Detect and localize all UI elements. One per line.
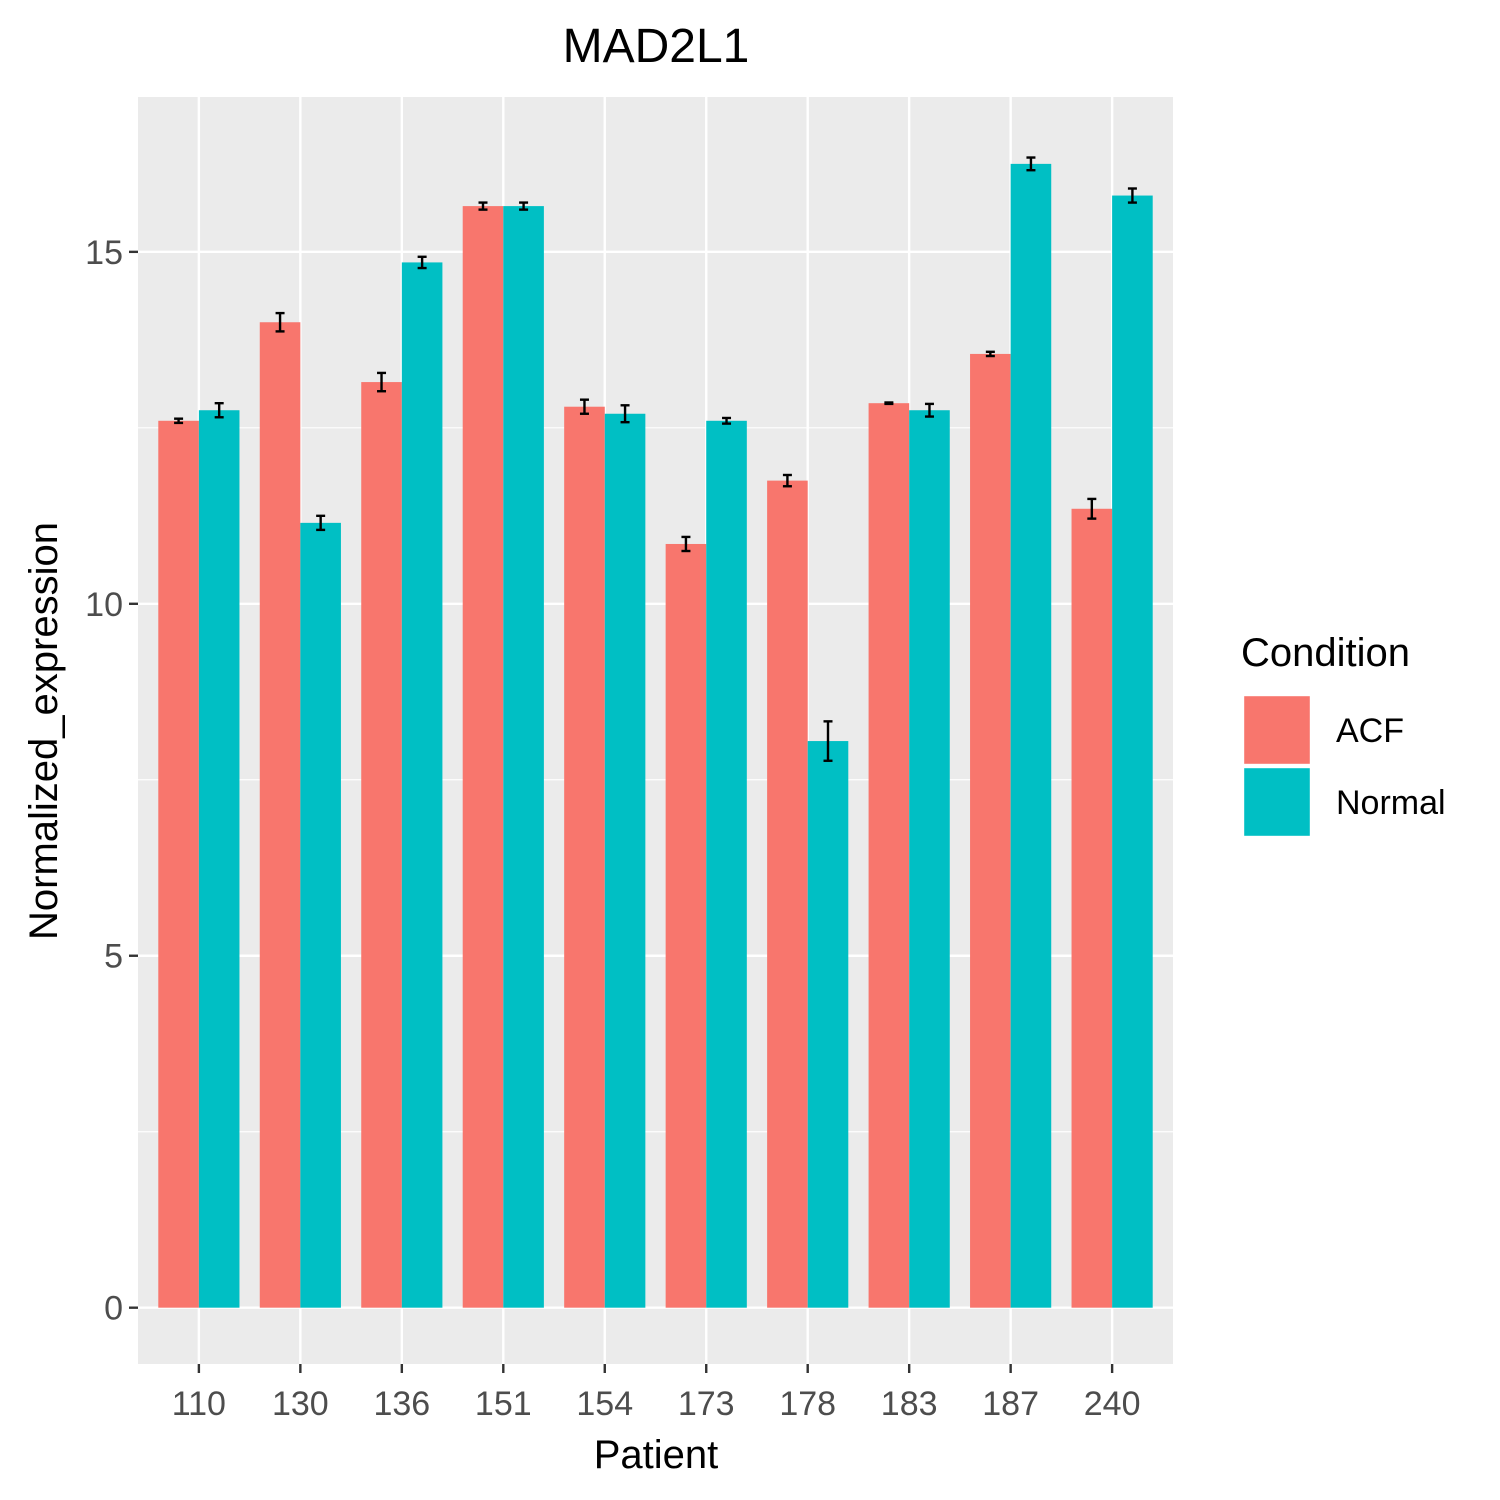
bar-normal-136 bbox=[401, 262, 443, 1308]
x-axis-title: Patient bbox=[594, 1433, 719, 1477]
bar-normal-240 bbox=[1112, 195, 1153, 1308]
y-axis-title: Normalized_expression bbox=[22, 522, 66, 940]
y-tick-label: 10 bbox=[85, 586, 123, 624]
x-tick-label: 240 bbox=[1084, 1385, 1141, 1423]
x-tick-label: 151 bbox=[475, 1385, 532, 1423]
y-tick-label: 0 bbox=[104, 1290, 123, 1328]
x-tick-label: 183 bbox=[881, 1385, 938, 1423]
x-tick-label: 154 bbox=[576, 1385, 633, 1423]
bar-acf-173 bbox=[665, 543, 707, 1308]
bar-acf-136 bbox=[361, 382, 402, 1308]
x-tick-label: 130 bbox=[272, 1385, 329, 1423]
bar-acf-130 bbox=[259, 322, 301, 1308]
bar-normal-154 bbox=[604, 413, 646, 1308]
bar-acf-110 bbox=[158, 420, 199, 1308]
x-tick-label: 110 bbox=[172, 1385, 226, 1423]
y-tick-label: 15 bbox=[85, 234, 123, 272]
x-tick-label: 136 bbox=[373, 1385, 430, 1423]
bar-normal-110 bbox=[198, 410, 240, 1308]
legend-items: ACF Normal bbox=[1241, 693, 1446, 839]
bar-acf-240 bbox=[1071, 508, 1113, 1308]
x-tick-label: 178 bbox=[779, 1385, 836, 1423]
bar-acf-183 bbox=[868, 403, 910, 1308]
bar-acf-178 bbox=[767, 480, 808, 1308]
y-tick-label: 5 bbox=[104, 938, 123, 976]
bar-normal-173 bbox=[706, 420, 747, 1308]
bar-normal-183 bbox=[909, 410, 950, 1308]
x-tick-label: 187 bbox=[982, 1385, 1039, 1423]
bar-acf-154 bbox=[564, 406, 605, 1308]
bar-normal-187 bbox=[1010, 163, 1052, 1308]
y-axis: 0 5 10 15 bbox=[85, 234, 138, 1328]
chart-title: MAD2L1 bbox=[563, 20, 750, 73]
x-axis: 110 130 136 151 154 173 178 183 187 240 bbox=[172, 1364, 1141, 1423]
legend: Condition ACF Normal bbox=[1241, 631, 1446, 839]
x-tick-label: 173 bbox=[678, 1385, 735, 1423]
error-bars bbox=[174, 156, 1137, 762]
legend-title: Condition bbox=[1241, 631, 1410, 675]
legend-swatch-acf bbox=[1241, 693, 1313, 767]
legend-swatch-normal bbox=[1241, 765, 1313, 839]
legend-label-acf: ACF bbox=[1336, 712, 1404, 750]
legend-label-normal: Normal bbox=[1336, 784, 1446, 822]
bars bbox=[158, 163, 1153, 1308]
bar-acf-151 bbox=[462, 206, 504, 1308]
bar-acf-187 bbox=[970, 353, 1011, 1308]
bar-normal-130 bbox=[300, 522, 341, 1308]
bar-normal-178 bbox=[807, 741, 849, 1308]
bar-normal-151 bbox=[503, 206, 544, 1308]
